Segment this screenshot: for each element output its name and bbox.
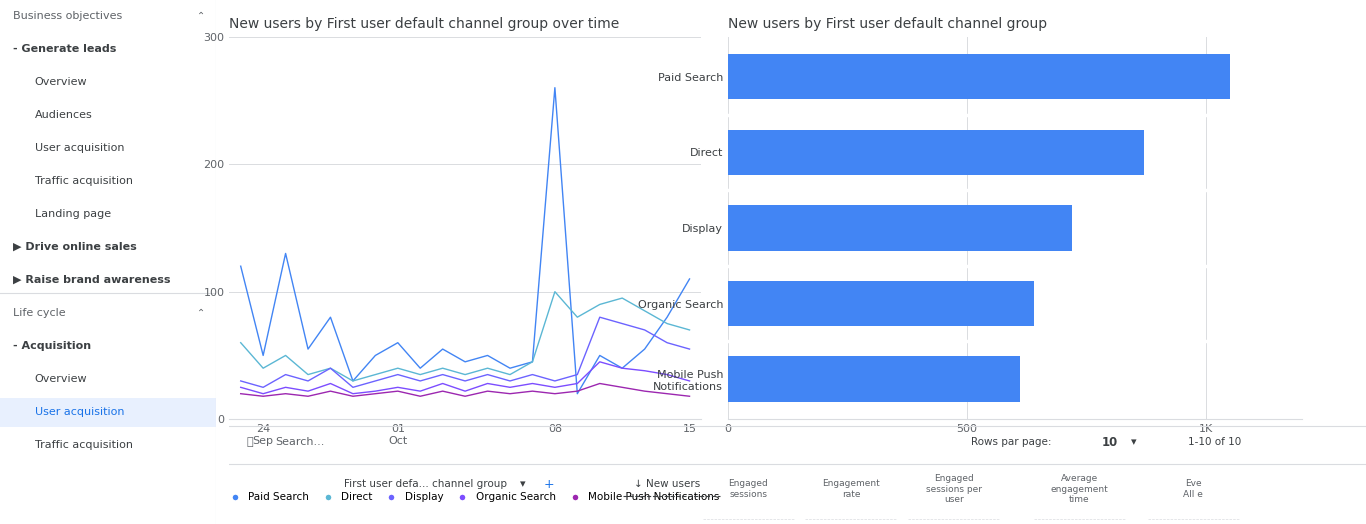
Text: ⌃: ⌃ bbox=[197, 10, 205, 21]
Text: Landing page: Landing page bbox=[34, 209, 111, 219]
Text: Engaged
sessions: Engaged sessions bbox=[728, 479, 768, 499]
Text: Search...: Search... bbox=[275, 438, 325, 447]
Text: Traffic acquisition: Traffic acquisition bbox=[34, 440, 133, 450]
Text: Engagement
rate: Engagement rate bbox=[822, 479, 880, 499]
Text: Audiences: Audiences bbox=[34, 110, 93, 120]
Bar bbox=[728, 205, 1072, 250]
Text: New users by First user default channel group over time: New users by First user default channel … bbox=[229, 17, 620, 31]
Text: ▶ Drive online sales: ▶ Drive online sales bbox=[12, 242, 137, 252]
Text: Business objectives: Business objectives bbox=[12, 10, 122, 21]
Bar bbox=[0, 398, 216, 427]
Text: New users by First user default channel group: New users by First user default channel … bbox=[728, 17, 1048, 31]
Text: User acquisition: User acquisition bbox=[34, 407, 124, 417]
Text: ↓ New users: ↓ New users bbox=[634, 479, 701, 489]
Text: ▾: ▾ bbox=[520, 479, 526, 489]
Text: Engaged
sessions per
user: Engaged sessions per user bbox=[926, 474, 982, 504]
Text: First user defa... channel group: First user defa... channel group bbox=[344, 479, 507, 489]
Text: 10: 10 bbox=[1102, 436, 1119, 449]
Bar bbox=[728, 54, 1231, 100]
Legend: Paid Search, Direct, Display, Organic Search, Mobile Push Notifications: Paid Search, Direct, Display, Organic Se… bbox=[220, 488, 724, 506]
Text: 1-10 of 10: 1-10 of 10 bbox=[1187, 438, 1240, 447]
Text: ⌃: ⌃ bbox=[197, 308, 205, 318]
Text: Overview: Overview bbox=[34, 374, 87, 384]
Text: Average
engagement
time: Average engagement time bbox=[1050, 474, 1108, 504]
Text: Traffic acquisition: Traffic acquisition bbox=[34, 176, 133, 186]
Text: - Generate leads: - Generate leads bbox=[12, 43, 116, 54]
Text: Eve
All e: Eve All e bbox=[1183, 479, 1203, 499]
Text: Life cycle: Life cycle bbox=[12, 308, 66, 318]
Bar bbox=[728, 356, 1019, 402]
Text: Rows par page:: Rows par page: bbox=[971, 438, 1052, 447]
Text: - Acquisition: - Acquisition bbox=[12, 341, 92, 351]
Text: 🔍: 🔍 bbox=[247, 438, 253, 447]
Bar bbox=[728, 129, 1145, 175]
Text: Overview: Overview bbox=[34, 77, 87, 87]
Bar bbox=[728, 281, 1034, 326]
Text: ▾: ▾ bbox=[1131, 438, 1137, 447]
Text: User acquisition: User acquisition bbox=[34, 143, 124, 153]
Text: ▶ Raise brand awareness: ▶ Raise brand awareness bbox=[12, 275, 171, 285]
Text: +: + bbox=[544, 478, 553, 490]
